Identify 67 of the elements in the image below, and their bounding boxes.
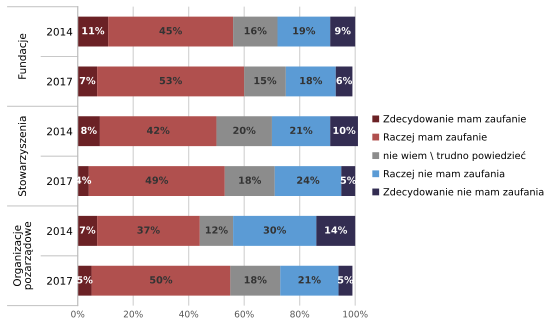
data-label: 16% (244, 27, 267, 34)
data-label: 49% (146, 176, 168, 184)
x-tick-label: 0% (71, 310, 84, 318)
data-label: 21% (290, 126, 312, 134)
x-tick-label: 60% (234, 310, 254, 318)
y-tick-label: 2014 (47, 28, 72, 36)
data-label: 11% (82, 27, 104, 34)
bar (108, 16, 234, 47)
bar (97, 66, 244, 96)
y-tick-label: 2017 (47, 78, 72, 86)
data-label: 15% (254, 76, 276, 84)
y-tick-label: 2017 (47, 276, 72, 285)
data-label: 7% (80, 226, 96, 234)
bar (336, 66, 352, 96)
bar (97, 216, 200, 246)
data-label: 14% (325, 226, 348, 234)
data-label: 21% (298, 276, 321, 284)
y-tick-label: 2014 (47, 227, 72, 235)
bar (274, 166, 342, 196)
data-label: 20% (233, 126, 256, 134)
data-label: 6% (336, 76, 352, 84)
x-tick-label: 80% (290, 310, 310, 318)
bar (280, 266, 339, 296)
bar (244, 66, 286, 96)
bar (92, 266, 230, 296)
bar (216, 116, 272, 146)
data-label: 18% (244, 276, 267, 284)
text: Organizacje pozarządowe (12, 222, 34, 290)
legend-label: Zdecydowanie mam zaufanie (383, 114, 526, 124)
bar (233, 16, 278, 47)
y-tick-label: 2014 (47, 127, 72, 136)
legend-label: nie wiem \ trudno powiedzieć (384, 151, 526, 162)
data-label: 45% (159, 27, 182, 34)
bar (230, 266, 280, 296)
bar (100, 116, 216, 146)
x-tick-label: 100% (343, 310, 368, 318)
data-label: 42% (146, 126, 170, 134)
bar (278, 16, 330, 47)
data-label: 18% (239, 176, 262, 184)
data-label: 37% (137, 226, 160, 234)
y-tick-label: 2017 (47, 177, 72, 186)
bar (200, 216, 234, 246)
x-tick-label: 20% (124, 310, 143, 318)
bar (316, 216, 356, 246)
bar (224, 166, 275, 196)
data-label: 19% (293, 27, 316, 34)
legend-label: Zdecydowanie nie mam zaufania (383, 188, 544, 198)
data-label: 9% (334, 27, 351, 34)
data-label: 7% (80, 76, 96, 84)
data-label: 50% (150, 276, 172, 284)
data-label: 10% (334, 126, 356, 134)
legend-label: Raczej nie mam zaufania (384, 170, 504, 180)
data-label: 24% (297, 176, 320, 184)
bar (330, 16, 356, 47)
data-label: 8% (81, 126, 97, 134)
text: Fundacje (18, 34, 28, 79)
data-label: 53% (160, 76, 182, 84)
text: Stowarzyszenia (18, 116, 28, 196)
data-label: 12% (206, 226, 228, 234)
data-label: 18% (300, 76, 322, 84)
bar (286, 66, 336, 96)
x-tick-label: 40% (179, 310, 198, 318)
legend-label: Raczej mam zaufanie (384, 133, 487, 142)
bar (233, 216, 316, 246)
bar (272, 116, 330, 146)
bar (78, 16, 108, 47)
data-label: 30% (264, 226, 286, 234)
